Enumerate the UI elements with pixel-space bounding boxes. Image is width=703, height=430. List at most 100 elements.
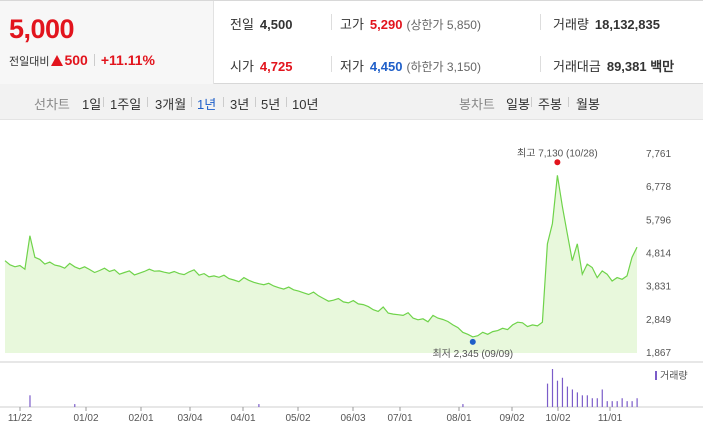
volume-bar xyxy=(596,398,598,407)
change-percent: +11.11% xyxy=(100,52,155,68)
volume-bar xyxy=(561,377,564,407)
low-annotation: 최저 2,345 (09/09) xyxy=(432,348,513,360)
volume-bar xyxy=(611,401,613,407)
price-area-fill xyxy=(5,175,637,353)
y-tick-label: 2,849 xyxy=(646,315,671,326)
high-price: 고가 5,290 (상한가 5,850) xyxy=(340,14,481,33)
volume-bar xyxy=(591,398,593,407)
y-tick-label: 3,831 xyxy=(646,282,671,293)
prev-close-value: 4,500 xyxy=(259,17,293,32)
x-tick-label: 09/02 xyxy=(499,413,524,424)
divider xyxy=(286,97,287,107)
tab-period-1y[interactable]: 1년 xyxy=(197,97,217,112)
x-tick-label: 06/03 xyxy=(340,413,365,424)
x-tick-label: 04/01 xyxy=(230,413,255,424)
y-tick-label: 6,778 xyxy=(646,182,671,193)
turnover: 거래대금 89,381 백만 xyxy=(553,56,674,75)
volume-bar xyxy=(626,401,628,407)
volume-bar xyxy=(566,386,569,407)
prev-close-label: 전일 xyxy=(230,17,254,32)
divider xyxy=(255,97,256,107)
x-tick-label: 03/04 xyxy=(177,413,202,424)
divider xyxy=(147,97,148,107)
volume-value: 18,132,835 xyxy=(594,17,660,32)
high-value: 5,290 xyxy=(369,17,403,32)
open-price: 시가 4,725 xyxy=(230,56,292,75)
prev-close: 전일 4,500 xyxy=(230,14,292,33)
volume-bars xyxy=(29,369,638,407)
volume-bar xyxy=(601,389,603,407)
tab-period-1w[interactable]: 1주일 xyxy=(110,97,142,112)
divider xyxy=(540,14,541,30)
volume-bar xyxy=(551,369,554,407)
y-tick-label: 4,814 xyxy=(646,249,671,260)
price-block: 5,000 전일대비 500 +11.11% xyxy=(0,1,214,84)
tab-candle-monthly[interactable]: 월봉 xyxy=(576,97,600,112)
divider xyxy=(331,14,332,30)
volume-bar xyxy=(636,398,638,407)
y-tick-label: 5,796 xyxy=(646,215,671,226)
divider xyxy=(103,97,104,107)
tab-candle-weekly[interactable]: 주봉 xyxy=(538,97,562,112)
low-label: 저가 xyxy=(340,59,364,74)
x-tick-label: 05/02 xyxy=(285,413,310,424)
x-tick-label: 02/01 xyxy=(128,413,153,424)
divider xyxy=(93,54,95,66)
line-chart-label: 선차트 xyxy=(34,97,70,112)
current-price: 5,000 xyxy=(9,14,75,44)
x-axis-ticks: 11/22 01/02 02/01 03/04 04/01 05/02 06/03 07/01… xyxy=(8,407,623,424)
x-tick-label: 08/01 xyxy=(446,413,471,424)
volume-bar xyxy=(576,392,578,407)
divider xyxy=(568,97,569,107)
y-tick-label: 7,761 xyxy=(646,149,671,160)
divider xyxy=(223,97,224,107)
chart-toolbar: 선차트 1일 1주일 3개월 1년 3년 5년 10년 봉차트 일봉 주봉 월봉 xyxy=(0,84,703,120)
volume-legend: 거래량 xyxy=(660,370,688,382)
x-tick-label: 11/01 xyxy=(598,413,623,424)
low-value: 4,450 xyxy=(369,59,403,74)
x-tick-label: 07/01 xyxy=(387,413,412,424)
volume-bar xyxy=(258,404,260,407)
volume-bar xyxy=(586,395,588,407)
tab-candle-daily[interactable]: 일봉 xyxy=(506,97,530,112)
volume-bar xyxy=(616,401,618,407)
turnover-label: 거래대금 xyxy=(553,59,601,74)
tab-period-5y[interactable]: 5년 xyxy=(261,97,281,112)
volume-bar xyxy=(556,380,559,407)
price-change: 전일대비 500 +11.11% xyxy=(9,52,155,69)
volume-bar xyxy=(571,389,574,407)
upper-limit: (상한가 5,850) xyxy=(406,18,481,32)
tab-period-3m[interactable]: 3개월 xyxy=(155,97,187,112)
volume-bar xyxy=(606,401,608,407)
volume-legend-swatch xyxy=(655,371,657,380)
turnover-value: 89,381 백만 xyxy=(606,59,675,74)
divider xyxy=(531,97,532,107)
volume-bar xyxy=(631,401,633,407)
tab-period-3y[interactable]: 3년 xyxy=(230,97,250,112)
x-tick-label: 11/22 xyxy=(8,413,33,424)
tab-period-1d[interactable]: 1일 xyxy=(82,97,102,112)
volume-bar xyxy=(581,395,583,407)
high-annotation: 최고 7,130 (10/28) xyxy=(517,147,598,159)
y-tick-label: 1,867 xyxy=(646,348,671,359)
change-label: 전일대비 xyxy=(9,56,50,68)
volume-bar xyxy=(29,395,31,407)
change-value: 500 xyxy=(64,52,88,68)
price-line xyxy=(4,175,638,338)
divider xyxy=(191,97,192,107)
volume-bar xyxy=(74,404,76,407)
x-tick-label: 10/02 xyxy=(545,413,570,424)
tab-period-10y[interactable]: 10년 xyxy=(292,97,319,112)
open-value: 4,725 xyxy=(259,59,293,74)
volume-bar xyxy=(462,404,464,407)
volume-label: 거래량 xyxy=(553,17,589,32)
chart-grid xyxy=(0,361,703,408)
lower-limit: (하한가 3,150) xyxy=(406,60,481,74)
up-triangle-icon xyxy=(51,55,64,66)
high-marker xyxy=(554,159,561,166)
candle-chart-label: 봉차트 xyxy=(459,97,495,112)
y-axis-ticks: 7,761 6,778 5,796 4,814 3,831 2,849 1,867 xyxy=(646,149,671,359)
divider xyxy=(331,56,332,72)
high-label: 고가 xyxy=(340,17,364,32)
